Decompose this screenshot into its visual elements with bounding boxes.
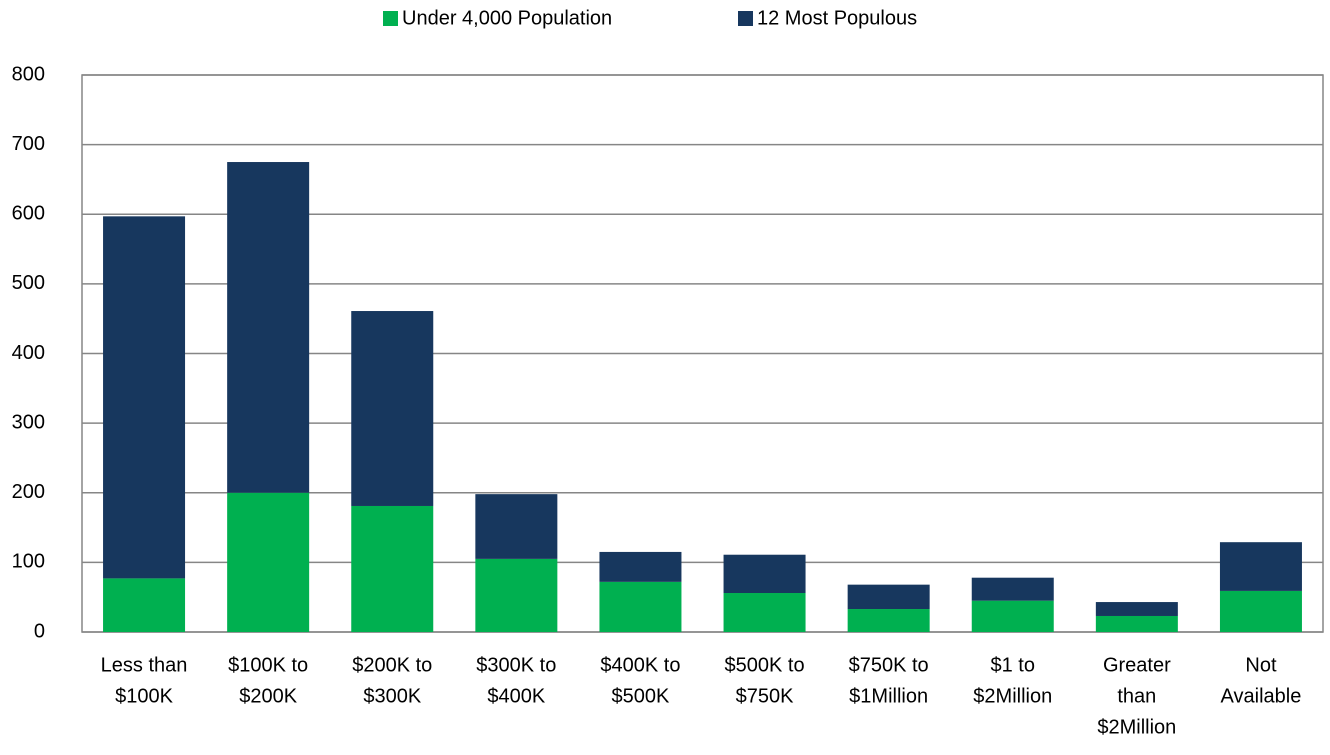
bar-segment bbox=[227, 162, 310, 493]
x-tick-label: $500K to bbox=[725, 654, 805, 676]
x-tick-label: $500K bbox=[612, 685, 670, 707]
bar-segment bbox=[599, 551, 682, 582]
bar-segment bbox=[847, 584, 930, 610]
x-tick-label: $1Million bbox=[849, 685, 928, 707]
bar-segment bbox=[847, 609, 930, 632]
x-tick-label: $200K to bbox=[352, 654, 432, 676]
bar-segment bbox=[103, 578, 186, 632]
x-tick-label: $200K bbox=[239, 685, 297, 707]
legend-label: 12 Most Populous bbox=[757, 7, 917, 29]
y-tick-label: 300 bbox=[12, 411, 45, 433]
bar-segment bbox=[351, 311, 434, 506]
bar-segment bbox=[475, 558, 558, 632]
y-tick-label: 800 bbox=[12, 63, 45, 85]
bar-segment bbox=[1219, 590, 1302, 632]
legend-swatch bbox=[738, 11, 753, 26]
y-tick-label: 500 bbox=[12, 272, 45, 294]
bar-segment bbox=[723, 593, 806, 632]
x-tick-label: $100K to bbox=[228, 654, 308, 676]
bar-segment bbox=[723, 554, 806, 594]
x-tick-label: $2Million bbox=[973, 685, 1052, 707]
x-tick-label: $400K bbox=[487, 685, 545, 707]
x-tick-label: $1 to bbox=[991, 654, 1035, 676]
legend-label: Under 4,000 Population bbox=[402, 7, 612, 29]
bar-segment bbox=[103, 216, 186, 579]
y-tick-label: 700 bbox=[12, 133, 45, 155]
bar-segment bbox=[227, 492, 310, 632]
bar-segment bbox=[599, 581, 682, 632]
x-tick-label: than bbox=[1117, 685, 1156, 707]
y-tick-label: 600 bbox=[12, 203, 45, 225]
x-tick-label: Not bbox=[1245, 654, 1277, 676]
y-tick-label: 0 bbox=[34, 620, 45, 642]
bar-segment bbox=[971, 600, 1054, 632]
bar-segment bbox=[971, 577, 1054, 601]
legend-swatch bbox=[383, 11, 398, 26]
y-tick-label: 100 bbox=[12, 551, 45, 573]
x-tick-label: $100K bbox=[115, 685, 173, 707]
x-tick-label: $750K to bbox=[849, 654, 929, 676]
x-tick-label: Greater bbox=[1103, 654, 1171, 676]
bar-segment bbox=[351, 505, 434, 632]
x-tick-label: Available bbox=[1221, 685, 1302, 707]
bar-segment bbox=[1095, 615, 1178, 632]
x-tick-label: $300K to bbox=[476, 654, 556, 676]
y-tick-label: 400 bbox=[12, 342, 45, 364]
x-tick-label: $400K to bbox=[600, 654, 680, 676]
bar-segment bbox=[1095, 602, 1178, 616]
x-tick-label: $750K bbox=[736, 685, 794, 707]
bar-segment bbox=[1219, 542, 1302, 591]
y-tick-label: 200 bbox=[12, 481, 45, 503]
x-tick-label: Less than bbox=[101, 654, 188, 676]
plot-frame bbox=[81, 74, 1324, 633]
bar-segment bbox=[475, 494, 558, 559]
x-tick-label: $2Million bbox=[1097, 716, 1176, 738]
x-tick-label: $300K bbox=[363, 685, 421, 707]
